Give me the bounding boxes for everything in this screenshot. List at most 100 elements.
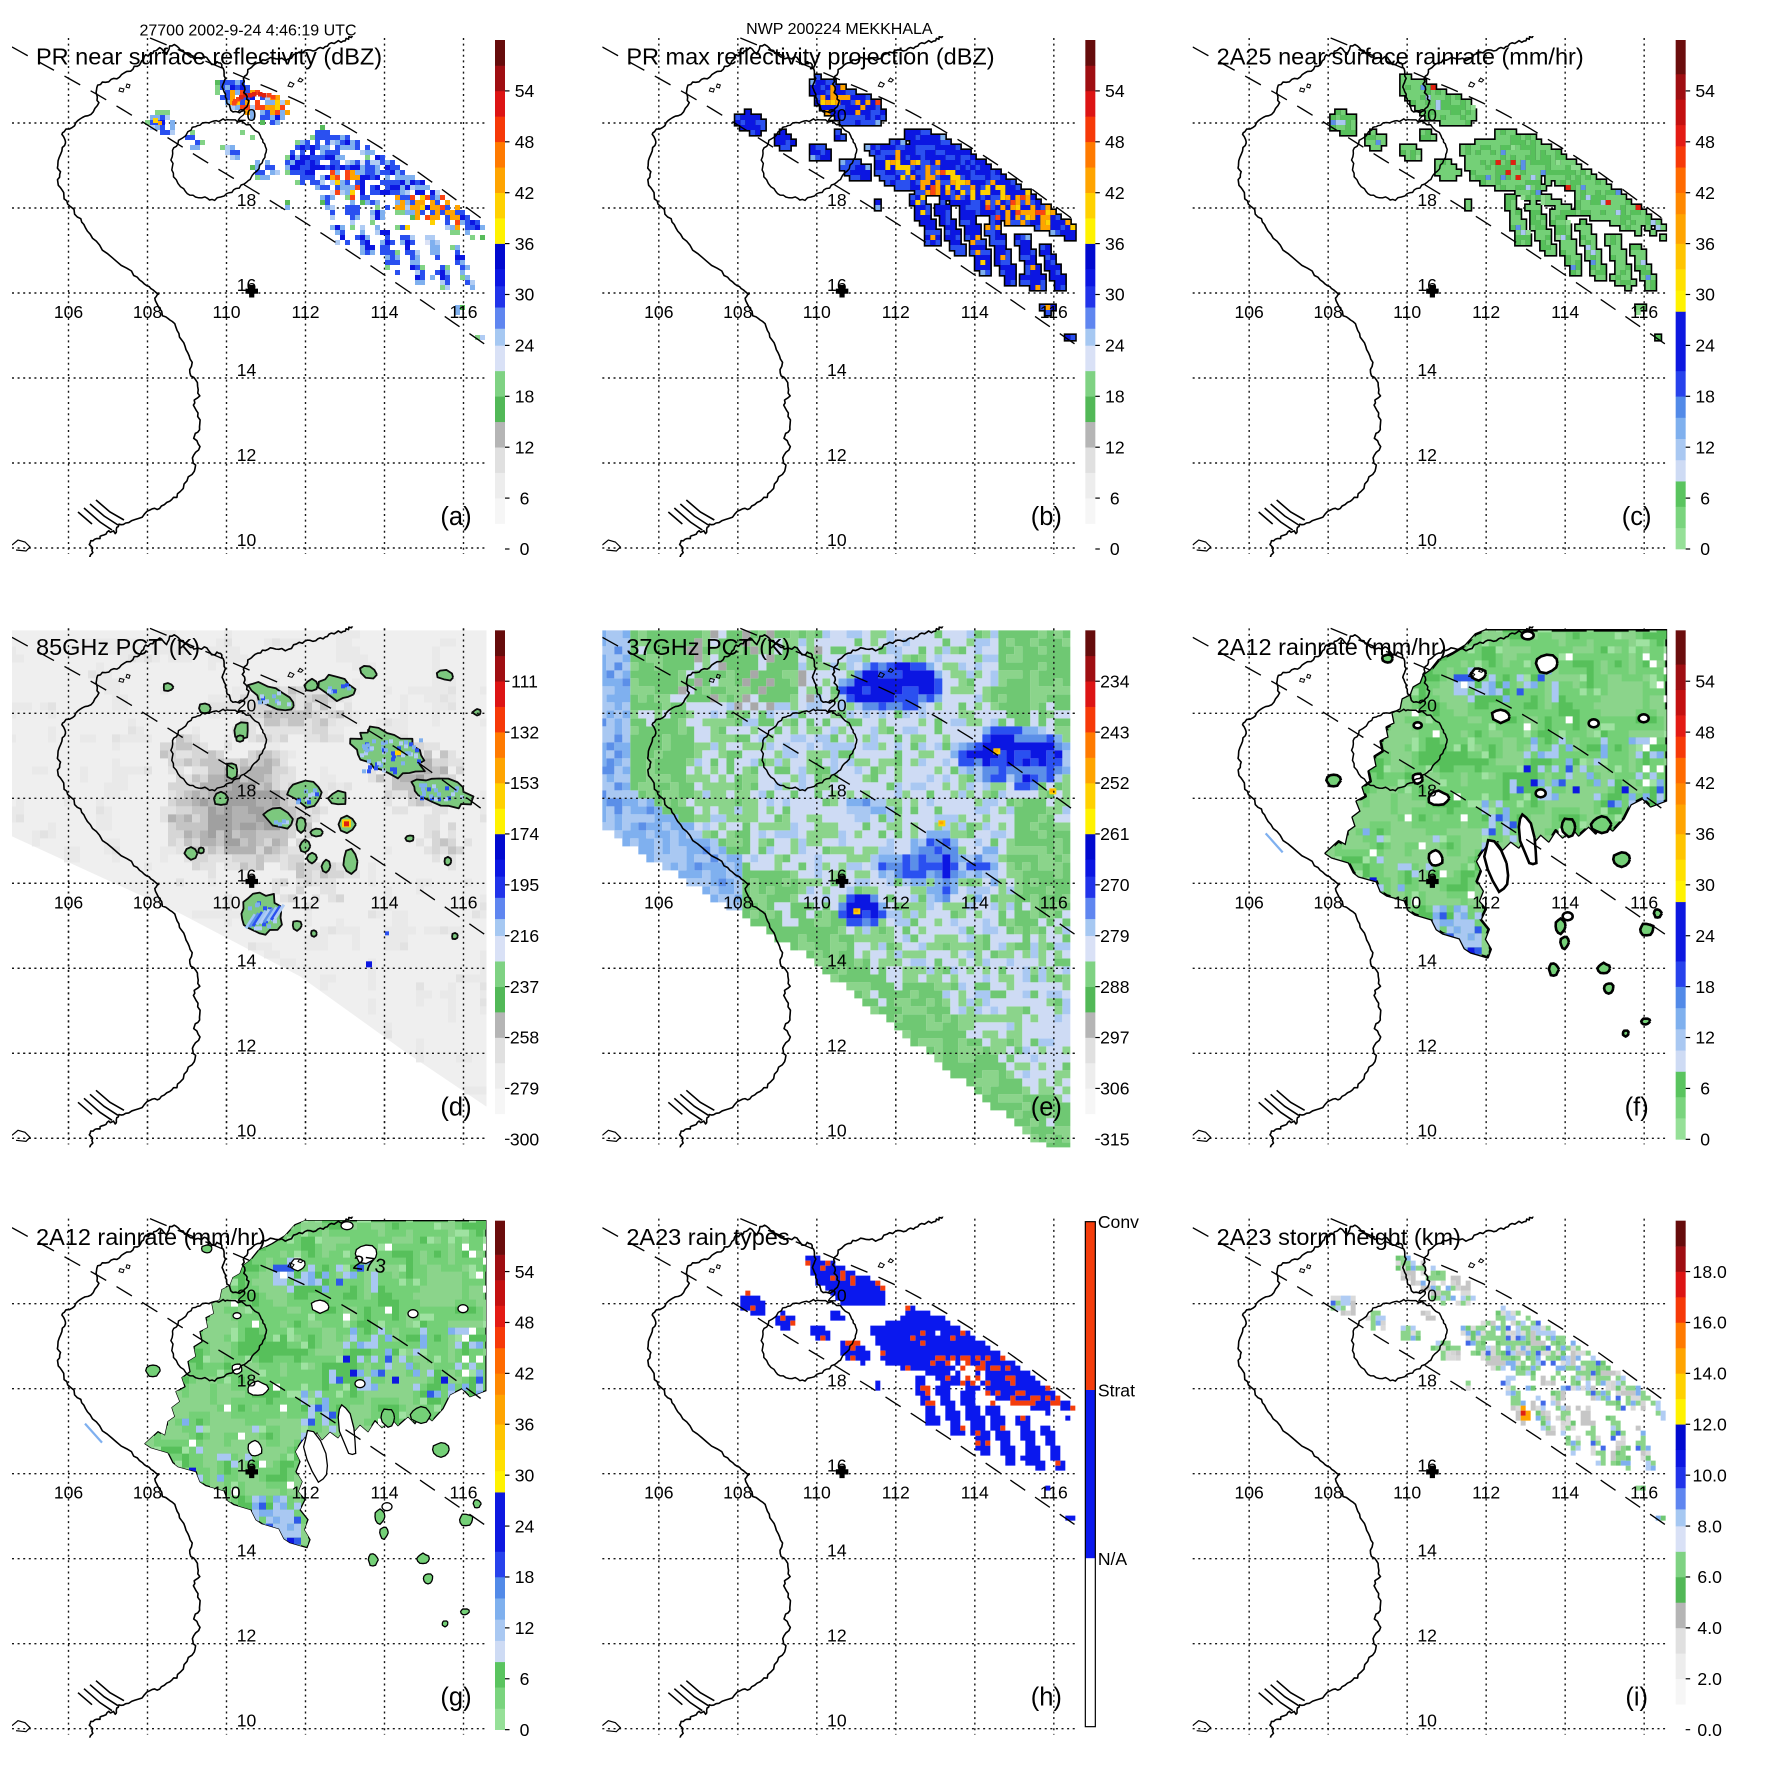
svg-text:(a): (a) [440, 503, 471, 531]
svg-text:42: 42 [1105, 183, 1125, 203]
svg-text:37GHz PCT (K): 37GHz PCT (K) [626, 634, 790, 660]
svg-text:36: 36 [1105, 234, 1125, 254]
svg-text:216: 216 [510, 926, 540, 946]
svg-text:16.0: 16.0 [1693, 1313, 1727, 1333]
svg-text:6: 6 [520, 1669, 530, 1689]
svg-text:315: 315 [1100, 1130, 1130, 1150]
svg-text:6.0: 6.0 [1697, 1567, 1722, 1587]
svg-text:NWP 200224 MEKKHALA: NWP 200224 MEKKHALA [746, 21, 933, 38]
svg-text:0: 0 [1110, 539, 1120, 559]
svg-text:48: 48 [515, 1313, 535, 1333]
svg-text:42: 42 [515, 1364, 535, 1384]
svg-text:18: 18 [515, 387, 535, 407]
svg-text:2A25 near surface rainrate (mm: 2A25 near surface rainrate (mm/hr) [1217, 44, 1584, 70]
svg-text:24: 24 [1695, 336, 1715, 356]
svg-text:24: 24 [1695, 926, 1715, 946]
svg-text:18: 18 [515, 1567, 535, 1587]
svg-text:258: 258 [510, 1028, 540, 1048]
svg-text:24: 24 [515, 336, 535, 356]
svg-text:6: 6 [1700, 1079, 1710, 1099]
svg-text:30: 30 [515, 285, 535, 305]
svg-text:48: 48 [1105, 132, 1125, 152]
svg-text:36: 36 [1695, 234, 1715, 254]
svg-text:270: 270 [1100, 875, 1130, 895]
svg-text:252: 252 [1100, 773, 1129, 793]
svg-text:12: 12 [515, 1618, 535, 1638]
svg-text:(i): (i) [1625, 1684, 1648, 1712]
svg-text:Strat: Strat [1098, 1380, 1135, 1400]
svg-text:0: 0 [1700, 539, 1710, 559]
svg-text:18: 18 [1105, 387, 1125, 407]
svg-text:2A12 rainrate (mm/hr): 2A12 rainrate (mm/hr) [1217, 634, 1447, 660]
svg-text:12.0: 12.0 [1693, 1414, 1727, 1434]
svg-text:42: 42 [1695, 773, 1715, 793]
svg-text:0: 0 [520, 539, 530, 559]
svg-text:18: 18 [1695, 387, 1715, 407]
svg-text:PR max reflectivity projection: PR max reflectivity projection (dBZ) [626, 44, 994, 70]
svg-text:153: 153 [510, 773, 540, 793]
svg-text:48: 48 [1695, 722, 1715, 742]
svg-text:36: 36 [515, 234, 535, 254]
svg-text:(d): (d) [440, 1093, 471, 1121]
svg-text:12: 12 [1695, 1028, 1715, 1048]
svg-text:306: 306 [1100, 1079, 1130, 1099]
svg-text:54: 54 [1695, 671, 1715, 691]
svg-text:10.0: 10.0 [1693, 1465, 1727, 1485]
svg-text:6: 6 [1110, 488, 1120, 508]
svg-text:54: 54 [515, 1262, 535, 1282]
svg-text:2A12 rainrate (mm/hr): 2A12 rainrate (mm/hr) [36, 1224, 266, 1250]
svg-text:6: 6 [520, 488, 530, 508]
svg-text:54: 54 [1105, 81, 1125, 101]
svg-text:30: 30 [1105, 285, 1125, 305]
svg-text:237: 237 [510, 977, 539, 997]
svg-text:36: 36 [515, 1414, 535, 1434]
svg-text:(b): (b) [1031, 503, 1062, 531]
svg-text:6: 6 [1700, 488, 1710, 508]
svg-text:2A23 storm height (km): 2A23 storm height (km) [1217, 1224, 1461, 1250]
svg-text:279: 279 [510, 1079, 539, 1099]
svg-text:300: 300 [510, 1130, 540, 1150]
svg-text:0: 0 [520, 1720, 530, 1740]
svg-text:2.0: 2.0 [1697, 1669, 1722, 1689]
svg-text:132: 132 [510, 722, 539, 742]
svg-text:N/A: N/A [1098, 1549, 1128, 1569]
svg-text:42: 42 [515, 183, 535, 203]
svg-text:48: 48 [515, 132, 535, 152]
svg-text:48: 48 [1695, 132, 1715, 152]
svg-text:12: 12 [515, 437, 535, 457]
svg-text:30: 30 [1695, 875, 1715, 895]
svg-text:42: 42 [1695, 183, 1715, 203]
svg-text:30: 30 [1695, 285, 1715, 305]
svg-text:27700 2002-9-24 4:46:19 UTC: 27700 2002-9-24 4:46:19 UTC [139, 23, 356, 40]
svg-text:297: 297 [1100, 1028, 1129, 1048]
svg-text:(f): (f) [1625, 1093, 1649, 1121]
svg-text:8.0: 8.0 [1697, 1516, 1722, 1536]
svg-text:Conv: Conv [1098, 1212, 1139, 1232]
svg-text:261: 261 [1100, 824, 1129, 844]
svg-text:4.0: 4.0 [1697, 1618, 1722, 1638]
svg-text:(c): (c) [1622, 503, 1652, 531]
svg-text:24: 24 [1105, 336, 1125, 356]
svg-text:(g): (g) [440, 1684, 471, 1712]
svg-text:195: 195 [510, 875, 540, 895]
svg-text:234: 234 [1100, 671, 1130, 691]
svg-text:111: 111 [511, 671, 538, 691]
svg-text:18: 18 [1695, 977, 1715, 997]
svg-text:85GHz PCT (K): 85GHz PCT (K) [36, 634, 200, 660]
svg-text:PR near surface reflectivity (: PR near surface reflectivity (dBZ) [36, 44, 382, 70]
svg-text:(h): (h) [1031, 1684, 1062, 1712]
svg-text:0.0: 0.0 [1697, 1720, 1722, 1740]
svg-text:24: 24 [515, 1516, 535, 1536]
svg-text:30: 30 [515, 1465, 535, 1485]
svg-text:288: 288 [1100, 977, 1130, 997]
svg-text:18.0: 18.0 [1693, 1262, 1727, 1282]
svg-text:2A23 rain types: 2A23 rain types [626, 1224, 789, 1250]
svg-text:174: 174 [510, 824, 540, 844]
svg-text:12: 12 [1105, 437, 1125, 457]
svg-text:243: 243 [1100, 722, 1130, 742]
svg-text:12: 12 [1695, 437, 1715, 457]
svg-text:279: 279 [1100, 926, 1129, 946]
svg-text:(e): (e) [1031, 1093, 1062, 1121]
svg-text:36: 36 [1695, 824, 1715, 844]
svg-text:54: 54 [1695, 81, 1715, 101]
